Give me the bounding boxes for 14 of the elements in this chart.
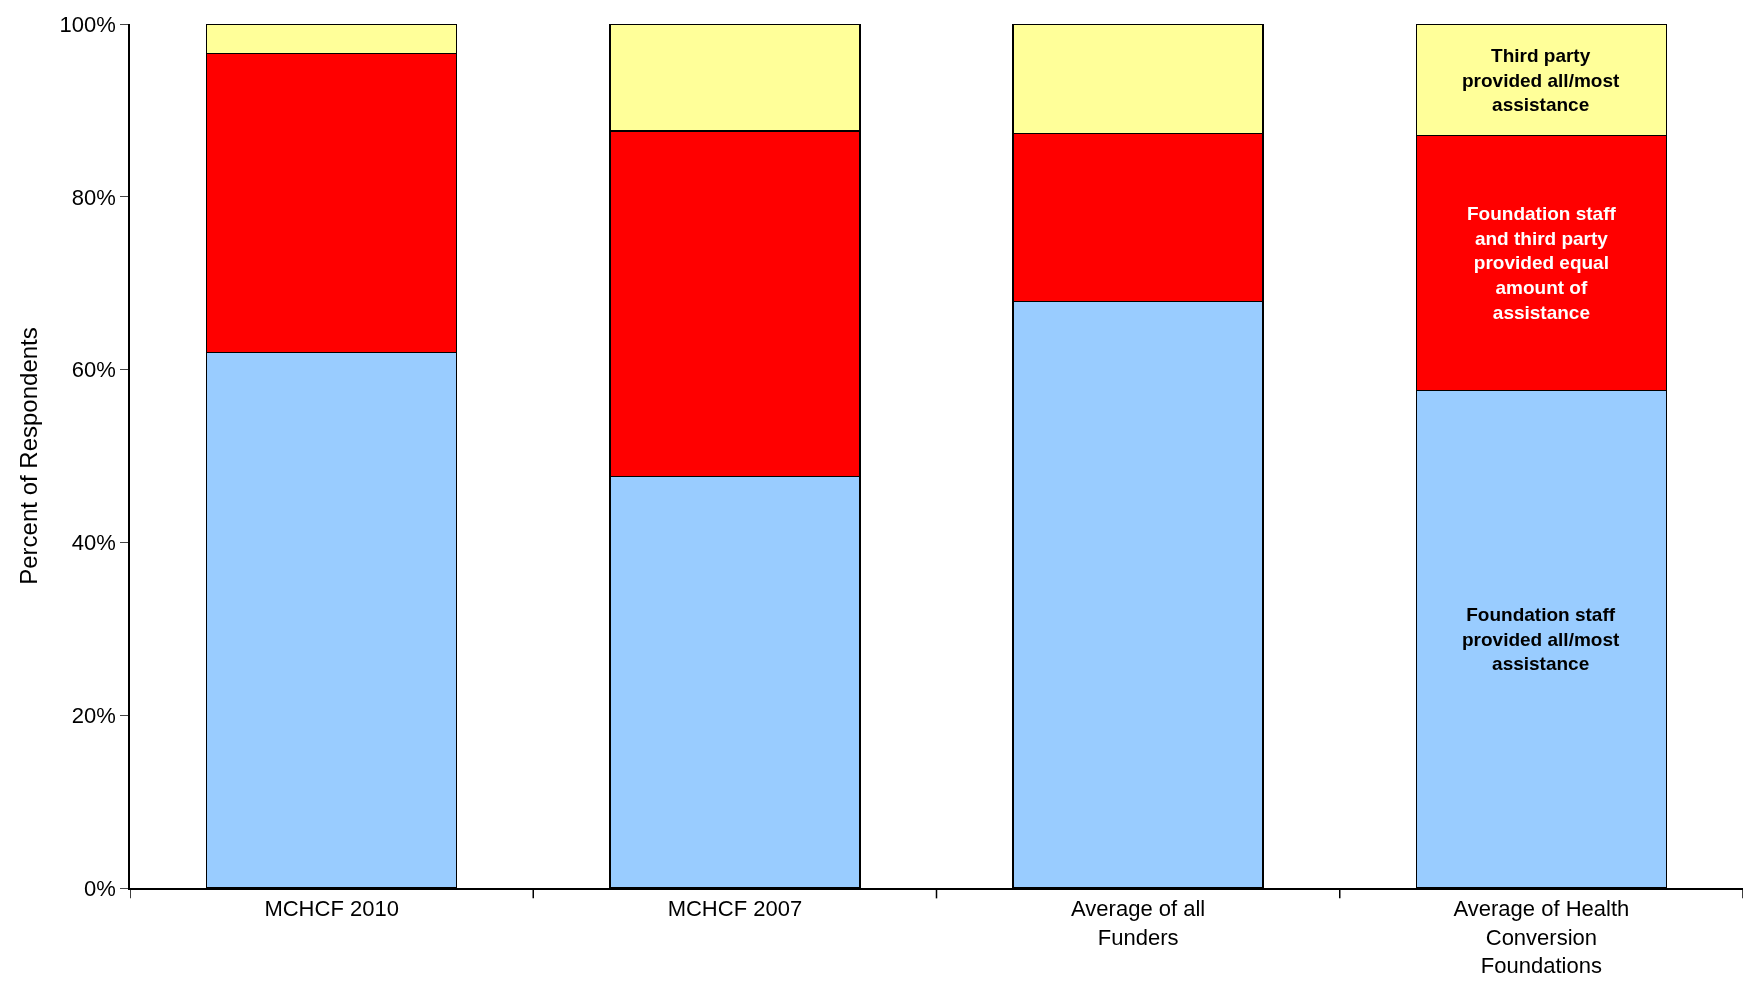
y-tick-label: 80%	[71, 184, 116, 210]
y-axis-title: Percent of Respondents	[15, 327, 43, 585]
y-tick-label: 100%	[59, 11, 116, 37]
series-label: Third party provided all/most assistance	[1462, 45, 1620, 116]
x-tick-label: MCHCF 2010	[264, 896, 399, 922]
x-tick-label: Average of Health Conversion Foundations	[1453, 896, 1630, 979]
y-tick-label: 60%	[71, 357, 116, 383]
x-tick-label: MCHCF 2007	[667, 896, 803, 922]
series-label: Foundation staff and third party provided equal amount of assistance	[1467, 203, 1617, 323]
series-label: Foundation staff provided all/most assistance	[1462, 604, 1620, 675]
x-tick-label: Average of all Funders	[1071, 896, 1206, 950]
y-tick-label: 0%	[84, 875, 116, 901]
y-tick-label: 40%	[71, 530, 116, 556]
y-tick-label: 20%	[71, 702, 116, 728]
